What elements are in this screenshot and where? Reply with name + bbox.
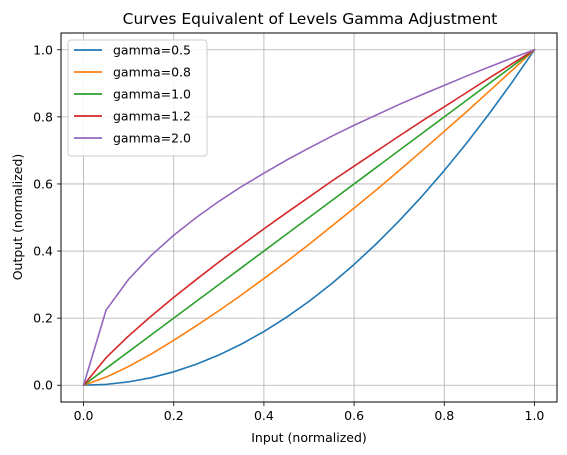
legend-box bbox=[67, 39, 208, 157]
x-axis-label: Input (normalized) bbox=[251, 430, 367, 445]
y-tick-label: 1.0 bbox=[33, 42, 53, 57]
legend-label: gamma=2.0 bbox=[113, 131, 191, 146]
y-tick-label: 0.0 bbox=[33, 378, 53, 393]
series-line bbox=[82, 48, 536, 387]
series-line bbox=[82, 48, 536, 387]
x-tick-label: 0.6 bbox=[344, 408, 364, 423]
y-tick-label: 0.2 bbox=[33, 311, 53, 326]
series-lines bbox=[82, 48, 536, 387]
legend-label: gamma=0.5 bbox=[113, 43, 191, 58]
plot-area-frame bbox=[60, 32, 558, 403]
legend-label: gamma=1.0 bbox=[113, 87, 191, 102]
x-tick-label: 0.8 bbox=[434, 408, 454, 423]
grid bbox=[61, 33, 557, 402]
x-axis-ticks: 0.0 0.2 0.4 0.6 0.8 1.0 bbox=[74, 402, 545, 423]
y-axis-label: Output (normalized) bbox=[10, 154, 25, 281]
chart-title: Curves Equivalent of Levels Gamma Adjust… bbox=[123, 10, 498, 28]
x-tick-label: 0.2 bbox=[164, 408, 184, 423]
x-tick-label: 1.0 bbox=[525, 408, 545, 423]
x-tick-label: 0.0 bbox=[74, 408, 94, 423]
series-line bbox=[82, 48, 536, 387]
x-tick-label: 0.4 bbox=[254, 408, 274, 423]
legend-label: gamma=1.2 bbox=[113, 109, 191, 124]
y-tick-label: 0.4 bbox=[33, 244, 53, 259]
y-tick-label: 0.6 bbox=[33, 176, 53, 191]
series-line bbox=[82, 48, 536, 387]
y-tick-label: 0.8 bbox=[33, 109, 53, 124]
y-axis-ticks: 0.0 0.2 0.4 0.6 0.8 1.0 bbox=[33, 42, 61, 393]
legend: gamma=0.5 gamma=0.8 gamma=1.0 gamma=1.2 gamm… bbox=[67, 39, 208, 157]
series-line bbox=[82, 48, 536, 387]
legend-label: gamma=0.8 bbox=[113, 65, 191, 80]
